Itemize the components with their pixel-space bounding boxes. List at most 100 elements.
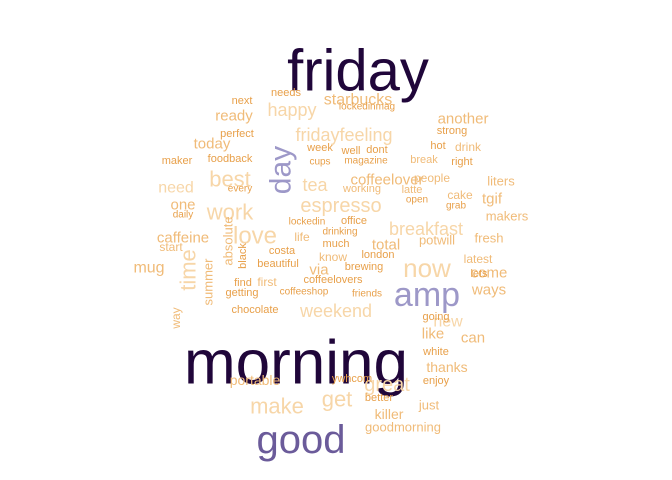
word-can: can [461,330,485,347]
word-first: first [257,275,277,289]
word-well: well [341,145,361,157]
word-working: working [342,183,381,195]
word-ywhcom: ywhcom [332,373,372,385]
word-london: london [361,249,394,261]
word-espresso: espresso [300,195,381,217]
word-goodmorning: goodmorning [365,420,441,435]
word-week: week [306,142,333,154]
word-ways: ways [471,282,506,299]
word-mug: mug [133,260,164,277]
word-much: much [323,238,350,250]
word-starbucks: starbucks [324,92,392,109]
word-tea: tea [302,175,328,195]
word-lockedin: lockedin [289,217,326,228]
word-absolute: absolute [221,216,236,265]
word-grab: grab [446,201,466,212]
word-morning: morning [184,329,408,398]
word-portable: portable [230,372,281,388]
word-one: one [170,197,195,214]
word-know: know [319,250,347,264]
word-latte: latte [402,184,423,196]
word-coffeeshop: coffeeshop [280,287,329,298]
word-total: total [372,237,400,254]
word-today: today [194,136,231,153]
word-amp: amp [394,276,460,314]
word-needs: needs [271,87,301,99]
word-getting: getting [225,287,258,299]
word-cake: cake [447,188,473,202]
word-lockedinmag: lockedinmag [339,102,395,113]
word-now: now [403,253,451,283]
word-office: office [341,215,367,227]
word-weekend: weekend [299,301,372,321]
word-makers: makers [486,209,529,224]
word-work: work [206,200,254,225]
word-lets: lets [470,268,488,280]
word-get: get [322,387,353,412]
word-strong: strong [437,125,468,137]
word-summer: summer [201,258,216,306]
word-new: new [433,314,463,331]
word-dont: dont [366,144,387,156]
word-break: break [410,154,438,166]
word-fridayfeeling: fridayfeeling [295,125,392,145]
word-liters: liters [487,174,515,189]
word-life: life [294,230,310,244]
word-coffeelover: coffeelover [350,172,423,189]
word-better: better [365,392,393,404]
word-breakfast: breakfast [389,219,463,239]
word-brewing: brewing [345,261,384,273]
word-thanks: thanks [426,359,467,375]
word-white: white [422,346,449,358]
word-enjoy: enjoy [423,375,450,387]
word-make: make [250,394,304,419]
word-right: right [451,156,472,168]
word-drink: drink [455,140,482,154]
word-magazine: magazine [344,156,388,167]
word-love: love [233,223,277,250]
word-black: black [237,243,249,269]
word-every: every [228,184,252,195]
word-killer: killer [375,406,404,422]
word-coffeelovers: coffeelovers [303,274,363,286]
word-friends: friends [352,289,382,300]
word-need: need [158,180,194,197]
word-another: another [438,111,489,128]
word-fresh: fresh [475,231,504,246]
word-caffeine: caffeine [157,230,209,247]
word-best: best [209,167,251,192]
word-just: just [418,398,440,413]
word-drinking: drinking [322,227,357,238]
word-going: going [423,311,450,323]
word-open: open [406,195,428,206]
word-foodback: foodback [208,153,253,165]
word-people: people [414,171,450,185]
word-start: start [159,240,183,254]
word-find: find [234,277,252,289]
word-friday: friday [287,39,429,104]
word-costa: costa [269,245,296,257]
word-via: via [309,262,329,279]
word-cups: cups [309,157,330,168]
word-maker: maker [162,155,193,167]
word-daily: daily [173,210,194,221]
word-ready: ready [215,108,253,125]
word-day: day [265,146,298,194]
word-great: great [364,374,410,396]
word-latest: latest [464,252,493,266]
word-time: time [176,249,201,291]
word-perfect: perfect [220,128,254,140]
word-way: way [169,307,183,329]
word-chocolate: chocolate [231,304,278,316]
word-next: next [232,95,253,107]
word-happy: happy [267,100,316,120]
word-good: good [257,418,346,462]
word-potwill: potwill [419,233,455,248]
word-beautiful: beautiful [257,258,299,270]
word-come: come [471,265,508,282]
word-hot: hot [430,140,445,152]
word-like: like [422,326,445,343]
word-tgif: tgif [482,191,503,208]
